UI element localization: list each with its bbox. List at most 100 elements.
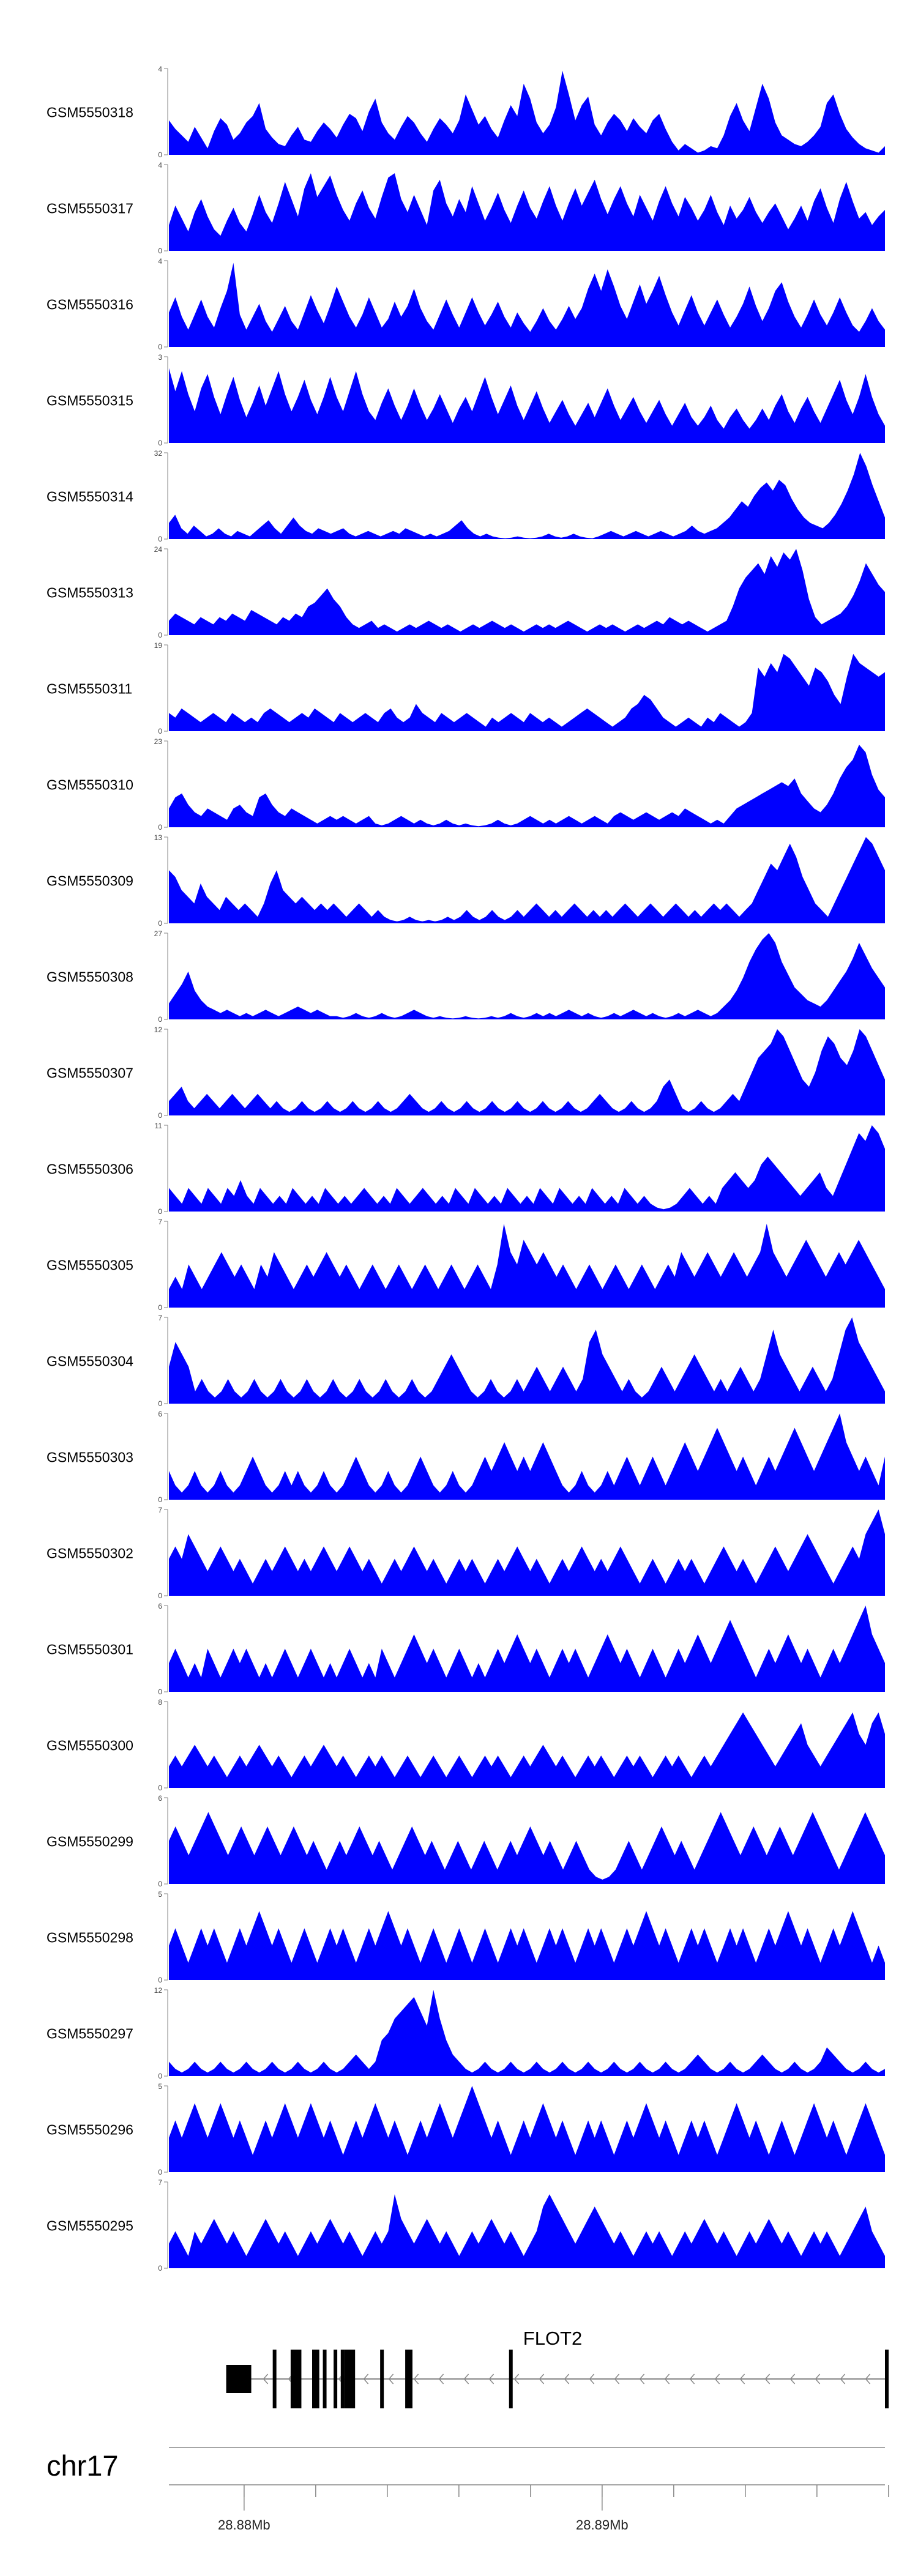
track-label: GSM5550299	[47, 1834, 133, 1850]
track-ymax-label: 7	[158, 1218, 162, 1226]
track-ymin-label: 0	[158, 247, 162, 255]
coverage-area	[169, 1413, 885, 1500]
strand-arrow	[865, 2373, 871, 2384]
track-ymin-label: 0	[158, 1880, 162, 1888]
track-label: GSM5550311	[47, 681, 132, 697]
track-GSM5550309: GSM5550309 13 0	[47, 833, 885, 928]
track-ymin-label: 0	[158, 343, 162, 351]
track-GSM5550298: GSM5550298 5 0	[47, 1890, 885, 1984]
gene-exon	[323, 2350, 327, 2408]
coverage-area	[169, 1990, 885, 2076]
gene-exon	[312, 2350, 319, 2408]
strand-arrow	[840, 2373, 846, 2384]
coverage-tracks: GSM555031840GSM555031740GSM555031640GSM5…	[47, 65, 885, 2273]
track-ymin-label: 0	[158, 2264, 162, 2273]
track-ymax-label: 4	[158, 257, 162, 266]
track-label: GSM5550296	[47, 2122, 133, 2138]
track-GSM5550303: GSM5550303 6 0	[47, 1410, 885, 1504]
track-GSM5550306: GSM5550306 11 0	[47, 1122, 885, 1216]
coverage-area	[169, 368, 885, 443]
track-ymax-label: 8	[158, 1698, 162, 1707]
track-ymin-label: 0	[158, 535, 162, 543]
gene-exon	[226, 2365, 252, 2393]
track-GSM5550316: GSM5550316 4 0	[47, 257, 885, 351]
track-label: GSM5550300	[47, 1738, 133, 1754]
track-label: GSM5550318	[47, 105, 133, 121]
coverage-area	[169, 1606, 885, 1692]
track-ymin-label: 0	[158, 2168, 162, 2176]
track-label: GSM5550303	[47, 1450, 133, 1465]
coverage-area	[169, 1224, 885, 1308]
strand-arrow	[689, 2373, 695, 2384]
track-label: GSM5550305	[47, 1257, 133, 1273]
strand-arrow	[789, 2373, 796, 2384]
coverage-area	[169, 837, 885, 923]
strand-arrow	[714, 2373, 720, 2384]
track-GSM5550313: GSM5550313 24 0	[47, 545, 885, 639]
gene-exon	[272, 2350, 277, 2408]
track-label: GSM5550301	[47, 1642, 133, 1658]
strand-arrow	[664, 2373, 670, 2384]
strand-arrow	[513, 2373, 520, 2384]
axis-tick-label: 28.89Mb	[576, 2517, 629, 2533]
coverage-area	[169, 1509, 885, 1596]
track-GSM5550310: GSM5550310 23 0	[47, 737, 885, 832]
track-GSM5550304: GSM5550304 7 0	[47, 1314, 885, 1408]
track-label: GSM5550315	[47, 393, 133, 409]
track-ymin-label: 0	[158, 1591, 162, 1600]
track-GSM5550308: GSM5550308 27 0	[47, 929, 885, 1024]
track-ymax-label: 4	[158, 161, 162, 169]
track-ymax-label: 5	[158, 2082, 162, 2091]
track-GSM5550311: GSM5550311 19 0	[47, 641, 885, 735]
track-ymax-label: 6	[158, 1602, 162, 1610]
track-ymax-label: 6	[158, 1794, 162, 1803]
strand-arrow	[614, 2373, 620, 2384]
gene-exon	[380, 2350, 384, 2408]
track-GSM5550296: GSM5550296 5 0	[47, 2082, 885, 2176]
track-label: GSM5550304	[47, 1353, 133, 1369]
coverage-area	[169, 173, 885, 251]
track-ymin-label: 0	[158, 919, 162, 928]
track-ymax-label: 5	[158, 1890, 162, 1899]
strand-arrow	[639, 2373, 645, 2384]
gene-exon	[885, 2350, 889, 2408]
track-ymax-label: 24	[154, 545, 163, 554]
strand-arrow	[539, 2373, 545, 2384]
track-label: GSM5550297	[47, 2026, 133, 2042]
strand-arrow	[263, 2373, 269, 2384]
track-GSM5550318: GSM5550318 4 0	[47, 65, 885, 159]
track-ymin-label: 0	[158, 151, 162, 159]
coverage-area	[169, 70, 885, 155]
track-ymin-label: 0	[158, 2072, 162, 2080]
strand-arrow	[363, 2373, 369, 2384]
coverage-area	[169, 453, 885, 539]
strand-arrow	[438, 2373, 444, 2384]
track-ymax-label: 7	[158, 1314, 162, 1322]
track-GSM5550305: GSM5550305 7 0	[47, 1218, 885, 1312]
chromosome-label: chr17	[47, 2449, 119, 2482]
track-GSM5550299: GSM5550299 6 0	[47, 1794, 885, 1888]
track-ymax-label: 3	[158, 353, 162, 362]
track-label: GSM5550309	[47, 873, 133, 889]
coverage-area	[169, 2194, 885, 2268]
track-GSM5550307: GSM5550307 12 0	[47, 1026, 885, 1120]
gene-track: FLOT2	[226, 2328, 889, 2408]
track-ymin-label: 0	[158, 1976, 162, 1984]
coverage-area	[169, 745, 885, 827]
track-ymax-label: 13	[154, 833, 163, 842]
coverage-area	[169, 262, 885, 347]
track-label: GSM5550317	[47, 201, 133, 217]
coverage-area	[169, 1812, 885, 1884]
track-ymin-label: 0	[158, 1399, 162, 1408]
coverage-area	[169, 653, 885, 731]
strand-arrow	[815, 2373, 821, 2384]
strand-arrow	[764, 2373, 771, 2384]
track-ymax-label: 19	[154, 641, 163, 650]
track-ymax-label: 7	[158, 1506, 162, 1514]
track-GSM5550302: GSM5550302 7 0	[47, 1506, 885, 1600]
coverage-area	[169, 1712, 885, 1788]
track-ymin-label: 0	[158, 1015, 162, 1024]
track-GSM5550300: GSM5550300 8 0	[47, 1698, 885, 1792]
track-GSM5550315: GSM5550315 3 0	[47, 353, 885, 447]
gene-exon	[340, 2350, 345, 2408]
